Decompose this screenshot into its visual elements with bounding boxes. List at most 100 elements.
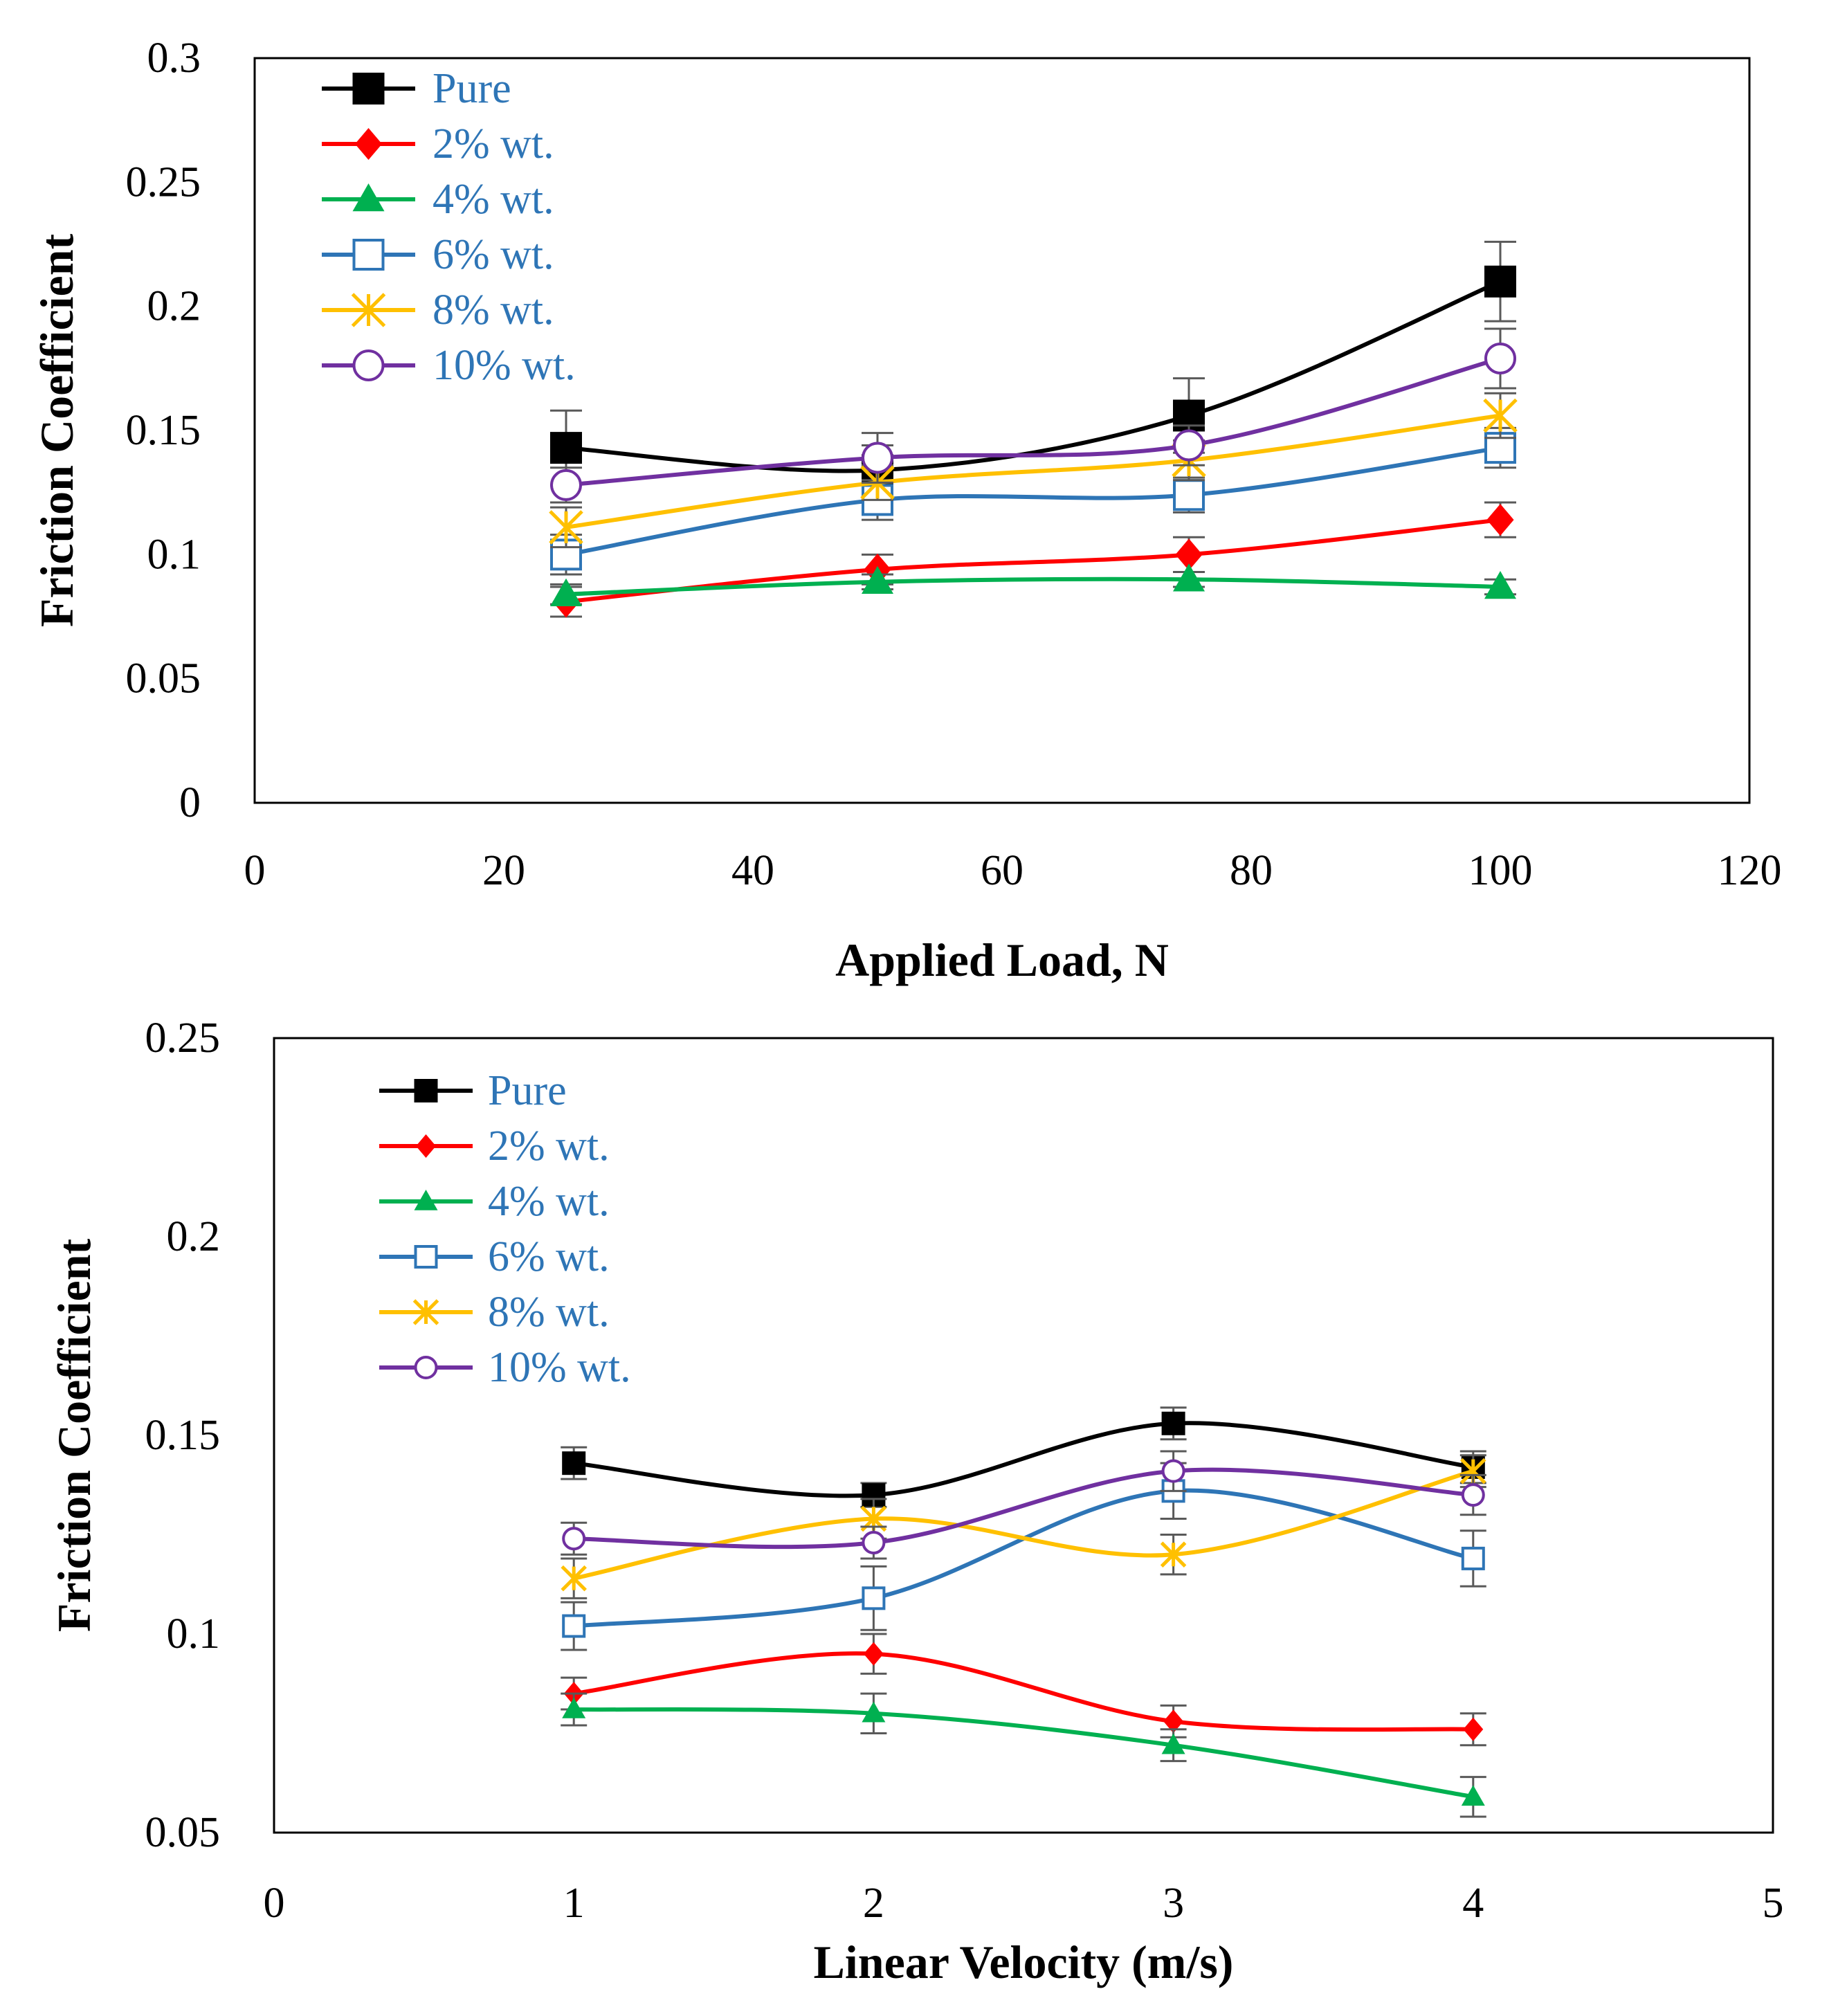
data-point xyxy=(1173,563,1205,592)
data-point xyxy=(1161,1459,1185,1483)
legend-marker xyxy=(414,1190,438,1210)
legend: Pure 2% wt. 4% wt. 6% wt. 8% wt. 10% wt. xyxy=(322,65,576,389)
data-point xyxy=(562,1698,586,1718)
data-point xyxy=(862,1586,886,1610)
data-point xyxy=(562,1527,586,1551)
legend-label: 4% wt. xyxy=(488,1178,610,1225)
legend-label: 2% wt. xyxy=(488,1123,610,1170)
legend-label: Pure xyxy=(488,1067,567,1114)
data-point xyxy=(1486,504,1514,536)
data-point xyxy=(549,510,583,545)
legend-marker xyxy=(416,1134,436,1158)
data-point xyxy=(562,1614,586,1638)
chart-2: 0.05 0.1 0.15 0.2 0.25 0 1 2 3 4 5 Linear Velocity … xyxy=(48,1015,1784,1988)
x-axis-title: Linear Velocity (m/s) xyxy=(814,1936,1234,1988)
data-point xyxy=(1161,1733,1185,1754)
series-line xyxy=(565,446,1501,557)
series-line xyxy=(565,280,1502,473)
x-tick-label: 40 xyxy=(731,847,774,894)
x-tick-label: 120 xyxy=(1718,847,1782,894)
legend-label: Pure xyxy=(433,65,511,112)
legend-label: 2% wt. xyxy=(433,120,554,167)
legend-marker xyxy=(414,1079,438,1102)
legend-item: 2% wt. xyxy=(322,120,554,167)
legend-label: 6% wt. xyxy=(433,231,554,278)
data-point xyxy=(863,1642,884,1666)
y-tick-label: 0 xyxy=(179,779,201,826)
plot-area-frame xyxy=(253,57,1751,804)
y-tick-label: 0.05 xyxy=(126,655,201,702)
series-line xyxy=(573,1651,1473,1732)
series-line xyxy=(565,356,1501,487)
legend-item: 8% wt. xyxy=(322,287,554,334)
y-tick-label: 0.25 xyxy=(145,1015,221,1062)
legend-label: 8% wt. xyxy=(488,1289,610,1336)
legend-item: 4% wt. xyxy=(379,1178,610,1225)
data-point xyxy=(1175,538,1203,571)
y-tick-label: 0.3 xyxy=(147,35,201,82)
chart-1: 0 0.05 0.1 0.15 0.2 0.25 0.3 0 20 40 60 80 100 120 App… xyxy=(30,35,1782,986)
legend-marker xyxy=(412,1299,439,1325)
x-tick-label: 1 xyxy=(563,1880,585,1927)
data-point xyxy=(1173,429,1205,462)
legend-label: 6% wt. xyxy=(488,1233,610,1280)
y-tick-label: 0.15 xyxy=(126,407,201,454)
y-tick-label: 0.25 xyxy=(126,158,201,206)
legend-marker xyxy=(352,73,385,105)
plot-area-frame xyxy=(273,1037,1774,1834)
series-line xyxy=(565,413,1501,529)
y-tick-label: 0.2 xyxy=(167,1213,221,1260)
data-point xyxy=(1461,1785,1485,1806)
legend-label: 10% wt. xyxy=(433,342,576,389)
legend-item: 10% wt. xyxy=(322,342,576,389)
data-point xyxy=(1484,342,1516,374)
y-tick-label: 0.05 xyxy=(145,1809,221,1856)
legend-label: 10% wt. xyxy=(488,1344,631,1391)
data-point xyxy=(562,1451,586,1475)
series-6 xyxy=(561,1450,1486,1560)
y-axis-title: Friction Coefficient xyxy=(48,1238,100,1632)
data-point xyxy=(550,469,582,501)
data-point xyxy=(862,1530,886,1554)
series-4 xyxy=(561,1462,1486,1651)
legend-item: Pure xyxy=(322,65,511,112)
series-6 xyxy=(550,327,1516,504)
x-tick-label: 2 xyxy=(863,1880,884,1927)
legend-item: 2% wt. xyxy=(379,1123,610,1170)
x-tick-label: 20 xyxy=(482,847,525,894)
y-axis-title: Friction Coefficient xyxy=(30,233,83,627)
data-point xyxy=(1484,570,1516,599)
data-point xyxy=(1160,1541,1187,1568)
x-tick-label: 3 xyxy=(1163,1880,1184,1927)
legend-item: 10% wt. xyxy=(379,1344,631,1391)
legend-marker xyxy=(352,239,385,271)
x-tick-label: 0 xyxy=(264,1880,285,1927)
legend-item: 6% wt. xyxy=(379,1233,610,1280)
series-2 xyxy=(561,1633,1486,1747)
x-tick-label: 0 xyxy=(244,847,266,894)
legend-item: 8% wt. xyxy=(379,1289,610,1336)
x-tick-label: 80 xyxy=(1230,847,1273,894)
data-point xyxy=(1163,1709,1184,1734)
data-point xyxy=(1161,1411,1185,1435)
y-tick-label: 0.1 xyxy=(147,531,201,578)
legend-marker xyxy=(352,183,385,212)
series-3 xyxy=(550,563,1516,606)
legend-marker xyxy=(352,349,385,381)
y-tick-label: 0.2 xyxy=(147,283,201,330)
legend-marker xyxy=(351,293,386,327)
series-line xyxy=(573,1421,1474,1498)
data-point xyxy=(561,1565,587,1592)
legend-item: Pure xyxy=(379,1067,567,1114)
data-point xyxy=(862,565,893,594)
series-line xyxy=(574,1467,1474,1550)
x-tick-label: 4 xyxy=(1462,1880,1484,1927)
legend-marker xyxy=(414,1356,438,1379)
data-point xyxy=(1484,265,1516,298)
data-point xyxy=(550,432,582,464)
legend-marker xyxy=(354,128,383,160)
data-point xyxy=(1463,1717,1484,1741)
y-tick-label: 0.15 xyxy=(145,1412,221,1459)
legend-item: 4% wt. xyxy=(322,176,554,223)
